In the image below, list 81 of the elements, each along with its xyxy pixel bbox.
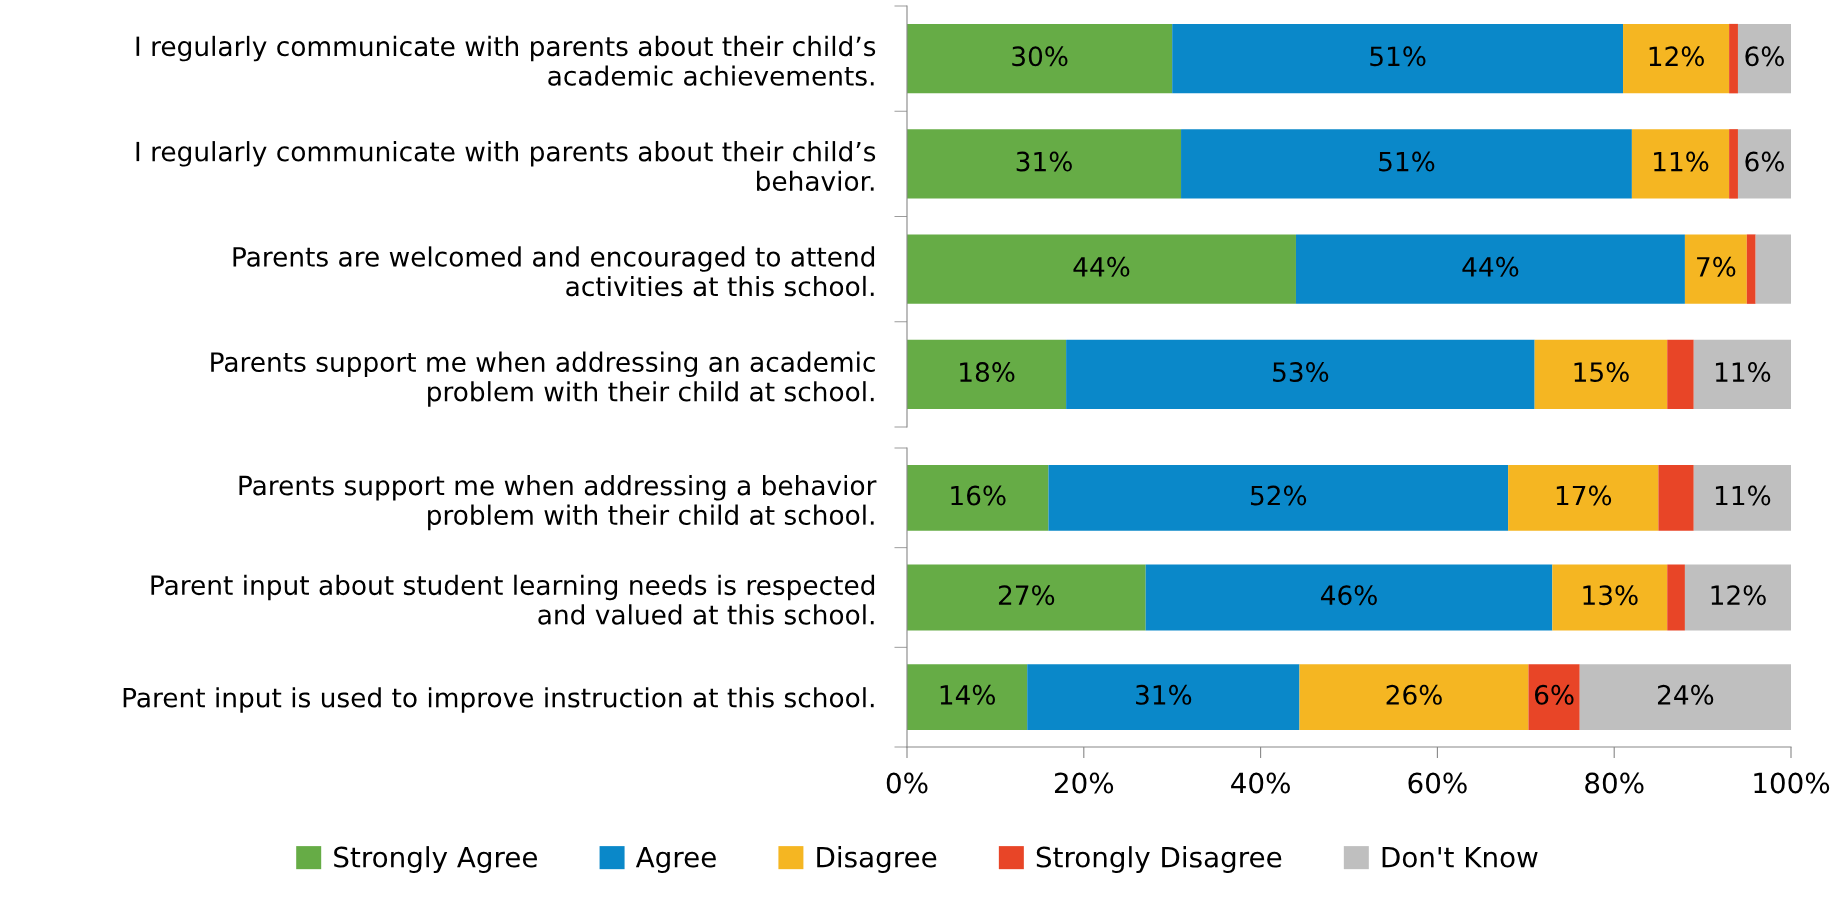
bar	[1299, 664, 1529, 731]
bar	[1729, 23, 1738, 94]
y-tick-label: Parents support me when addressing a behavior problem with their child at school.	[239, 475, 877, 531]
bar	[907, 23, 1173, 94]
data-label: 31%	[1136, 684, 1192, 705]
bar	[1737, 129, 1791, 199]
bar	[1508, 464, 1659, 531]
data-label: 11%	[1715, 485, 1771, 506]
bar	[907, 664, 1028, 731]
data-label: 6%	[1745, 151, 1784, 172]
data-label: 24%	[1657, 684, 1714, 705]
data-label: 51%	[1379, 151, 1435, 172]
legend-label: Strongly Disagree	[1036, 846, 1282, 873]
data-label: 14%	[940, 684, 995, 705]
bar	[1528, 664, 1580, 731]
y-tick-label: Parent input about student learning needs is respected and valued at this school.	[151, 574, 875, 625]
x-tick-label: 100%	[1754, 772, 1830, 794]
data-label: 12%	[1649, 46, 1704, 67]
bar	[1729, 129, 1738, 199]
bar	[1534, 339, 1668, 410]
bar	[1684, 564, 1791, 631]
legend-label: Strongly Agree	[334, 846, 537, 873]
data-label: 44%	[1462, 256, 1519, 277]
x-tick-label: 80%	[1585, 772, 1644, 794]
data-label: 15%	[1574, 362, 1629, 383]
bar	[1048, 464, 1509, 531]
data-label: 6%	[1535, 684, 1574, 705]
bar	[1667, 564, 1685, 631]
bar	[1755, 234, 1791, 304]
bar	[1693, 464, 1791, 531]
bar	[1667, 339, 1694, 410]
bar	[907, 564, 1146, 631]
bar	[1295, 234, 1685, 304]
data-label: 31%	[1016, 151, 1072, 172]
data-label: 26%	[1386, 684, 1442, 705]
data-label: 44%	[1073, 256, 1130, 277]
data-label: 17%	[1556, 485, 1612, 506]
y-tick-label: I regularly communicate with parents about their child’s behavior.	[136, 141, 876, 192]
data-label: 30%	[1012, 46, 1068, 67]
bar	[1145, 564, 1553, 631]
bar	[907, 464, 1049, 531]
bar	[1737, 23, 1791, 94]
x-tick-label: 40%	[1231, 772, 1290, 794]
data-label: 52%	[1250, 485, 1307, 506]
bar	[1579, 664, 1791, 731]
x-tick-label: 20%	[1054, 772, 1114, 794]
bar	[1066, 339, 1535, 410]
data-label: 12%	[1711, 585, 1766, 606]
bar	[907, 129, 1182, 199]
data-label: 27%	[998, 585, 1055, 606]
bar	[1746, 234, 1756, 304]
y-tick-label: I regularly communicate with parents about their child’s academic achievements.	[136, 35, 876, 86]
bar	[1693, 339, 1791, 410]
data-label: 51%	[1370, 46, 1426, 67]
bar	[1658, 464, 1694, 531]
y-tick-label: Parents are welcomed and encouraged to attend activities at this school.	[233, 246, 875, 297]
legend-label: Disagree	[817, 846, 937, 873]
y-tick-label: Parents support me when addressing an academic problem with their child at school.	[211, 351, 875, 407]
bar	[1181, 129, 1632, 199]
bar	[1172, 23, 1624, 94]
x-tick-label: 0%	[886, 772, 928, 794]
data-label: 16%	[951, 485, 1006, 506]
legend-label: Agree	[635, 846, 716, 873]
x-tick-label: 60%	[1408, 772, 1467, 794]
data-label: 46%	[1320, 585, 1377, 606]
bar	[1684, 234, 1747, 304]
bar	[1631, 129, 1730, 199]
data-label: 7%	[1697, 256, 1736, 277]
bar	[1552, 564, 1668, 631]
bar	[907, 339, 1067, 410]
data-label: 11%	[1715, 362, 1771, 383]
bar	[1623, 23, 1730, 94]
bar	[1027, 664, 1300, 731]
y-tick-label: Parent input is used to improve instruction at this school.	[123, 687, 874, 713]
data-label: 11%	[1654, 151, 1709, 172]
bar	[907, 234, 1296, 304]
data-label: 53%	[1273, 362, 1329, 383]
data-label: 13%	[1583, 585, 1638, 606]
data-label: 6%	[1745, 46, 1784, 67]
legend-label: Don't Know	[1382, 846, 1538, 868]
data-label: 18%	[960, 362, 1015, 383]
